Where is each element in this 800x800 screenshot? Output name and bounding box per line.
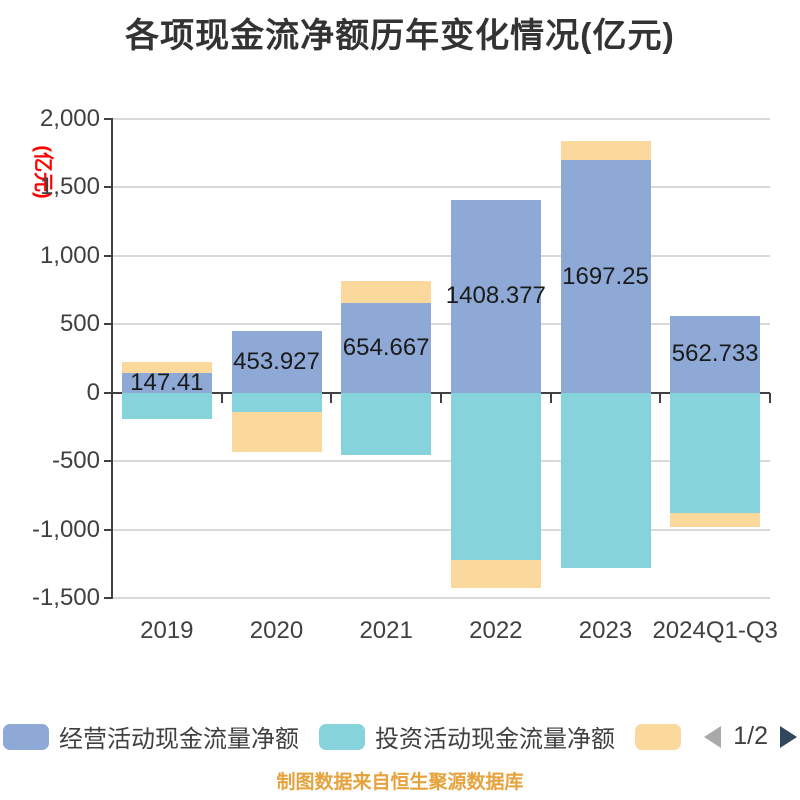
bar-segment	[560, 160, 651, 393]
legend-prev-arrow-icon[interactable]	[704, 725, 722, 748]
legend-item-investing[interactable]: 投资活动现金流量净额	[319, 719, 615, 754]
legend-swatch-third	[635, 723, 681, 750]
chart-title: 各项现金流净额历年变化情况(亿元)	[125, 17, 675, 55]
y-axis-tick-label: 0	[86, 378, 100, 406]
x-axis-category-label: 2019	[140, 617, 194, 644]
y-axis-tick-label: 1,500	[39, 173, 100, 201]
y-axis-tick-label: 2,000	[39, 105, 100, 132]
bar-segment	[560, 141, 651, 161]
y-axis-tick	[104, 186, 113, 189]
bar-segment	[341, 392, 432, 456]
gridline	[112, 254, 770, 257]
x-axis-tick	[330, 392, 333, 403]
bar-value-label: 1697.25	[562, 262, 649, 290]
gridline	[112, 186, 770, 189]
y-axis-tick	[104, 323, 113, 326]
bar-segment	[450, 199, 541, 393]
legend-pagination: 1/2	[704, 722, 797, 751]
bar-segment	[341, 303, 432, 393]
gridline	[112, 323, 770, 326]
y-axis-tick	[104, 528, 113, 531]
y-axis-tick	[104, 391, 113, 394]
y-axis-tick	[104, 597, 113, 599]
x-axis-category-label: 2020	[249, 617, 304, 644]
bar-segment	[450, 559, 541, 588]
bar-segment	[231, 330, 322, 393]
y-axis-line	[111, 119, 113, 598]
legend-next-arrow-icon[interactable]	[780, 725, 797, 748]
source-caption: 制图数据来自恒生聚源数据库	[276, 772, 524, 793]
x-axis-tick	[549, 392, 552, 403]
bar-value-label: 453.927	[233, 347, 320, 375]
x-axis-tick	[111, 392, 113, 403]
x-axis-tick	[220, 392, 223, 403]
bar-segment	[121, 392, 212, 419]
y-axis-tick-label: 500	[59, 310, 100, 338]
bar-segment	[670, 315, 761, 393]
legend-swatch-operating	[3, 723, 49, 750]
x-axis-category-label: 2021	[359, 617, 413, 644]
bar-value-label: 1408.377	[445, 282, 546, 310]
bar-value-label: 147.41	[130, 368, 204, 396]
x-axis-category-label: 2023	[578, 617, 633, 644]
gridline	[112, 597, 770, 599]
bar-segment	[450, 392, 541, 560]
legend: 经营活动现金流量净额 投资活动现金流量净额 1/2	[0, 719, 797, 754]
x-axis-tick	[769, 392, 771, 403]
legend-item-third[interactable]	[635, 723, 681, 750]
x-axis-category-label: 2022	[469, 617, 523, 644]
bar-segment	[341, 281, 432, 304]
legend-item-operating[interactable]: 经营活动现金流量净额	[3, 719, 299, 754]
x-axis-tick	[659, 392, 662, 403]
y-axis-tick-label: -500	[51, 447, 100, 475]
y-axis-tick-label: -1,000	[31, 515, 100, 543]
legend-page-indicator: 1/2	[733, 722, 768, 750]
legend-swatch-investing	[319, 723, 365, 750]
x-axis-tick	[440, 392, 442, 403]
bar-segment	[670, 513, 761, 527]
legend-label-investing: 投资活动现金流量净额	[375, 726, 615, 753]
bar-segment	[121, 362, 212, 373]
bar-value-label: 562.733	[671, 340, 759, 368]
y-axis-tick-label: -1,500	[31, 584, 100, 611]
gridline	[112, 118, 770, 120]
bar-segment	[231, 412, 322, 452]
x-axis-category-label: 2024Q1-Q3	[652, 617, 778, 644]
y-axis-tick	[104, 118, 113, 120]
bar-segment	[560, 392, 651, 568]
gridline	[112, 460, 770, 463]
bar-segment	[231, 392, 322, 413]
bar-value-label: 654.667	[342, 333, 430, 361]
y-axis-tick-label: 1,000	[39, 241, 100, 269]
legend-label-operating: 经营活动现金流量净额	[59, 726, 299, 753]
y-axis-tick	[104, 254, 113, 257]
bar-segment	[670, 392, 761, 514]
y-axis-tick	[104, 460, 113, 463]
gridline	[112, 528, 770, 531]
bar-segment	[121, 372, 212, 393]
